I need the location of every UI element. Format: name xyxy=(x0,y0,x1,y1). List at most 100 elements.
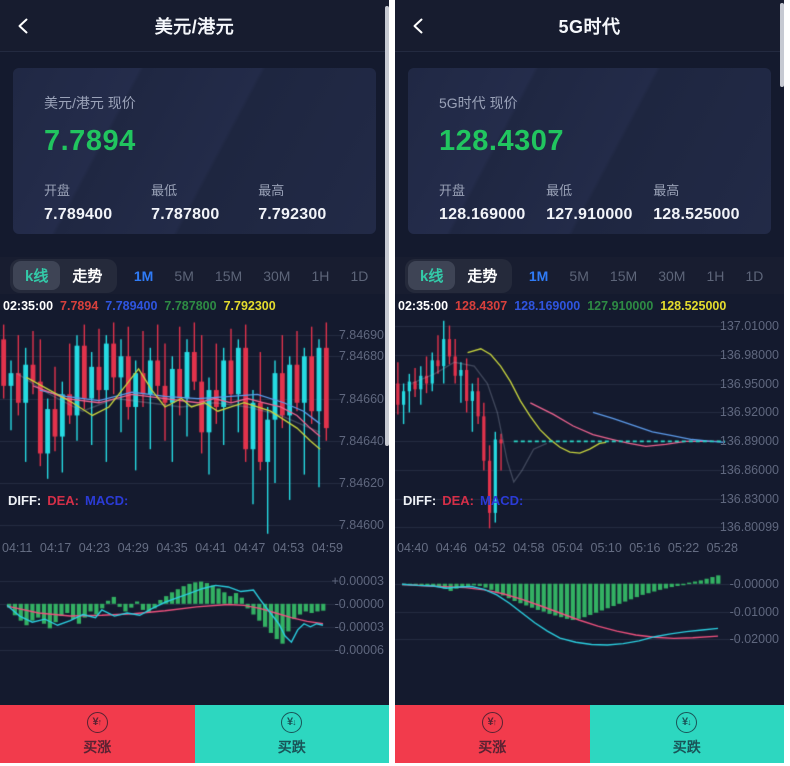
chart-high: 128.525000 xyxy=(660,299,727,313)
ohl-stats: 开盘 128.169000 最低 127.910000 最高 128.52500… xyxy=(439,180,745,224)
high-value: 128.525000 xyxy=(653,206,740,223)
x-axis-tick: 05:04 xyxy=(551,541,584,555)
current-price: 7.7894 xyxy=(44,125,136,157)
ohl-stats: 开盘 7.789400 最低 7.787800 最高 7.792300 xyxy=(44,180,350,224)
high-stat: 最高 128.525000 xyxy=(653,180,745,224)
y-axis-label: 7.84640 xyxy=(338,433,384,448)
yen-up-icon: ¥ ↑ xyxy=(86,711,108,733)
candlestick-chart: DIFF: DEA: MACD: 137.01000 136.98000 136.9… xyxy=(395,314,784,538)
low-stat: 最低 7.787800 xyxy=(151,180,258,224)
chart-mode-toggle: k线 走势 xyxy=(10,258,118,293)
current-price: 128.4307 xyxy=(439,125,564,157)
timeframe-tab[interactable]: 15M xyxy=(214,267,243,284)
macd-chart-canvas[interactable] xyxy=(0,567,389,659)
timeframe-tab[interactable]: 1D xyxy=(745,267,764,284)
timeframe-tab[interactable]: 1H xyxy=(311,267,330,284)
chart-open: 7.789400 xyxy=(105,299,158,313)
x-axis-tick: 05:28 xyxy=(706,541,738,555)
open-label: 开盘 xyxy=(439,183,466,198)
buy-up-label: 买涨 xyxy=(83,738,112,755)
timeframe-tab[interactable]: 30M xyxy=(263,267,291,284)
y-axis-label: -0.02000 xyxy=(729,632,779,647)
timeframe-tab[interactable]: 1M xyxy=(528,267,549,284)
chart-info-line: 02:35:00 128.4307 128.169000 127.910000 … xyxy=(395,294,784,314)
low-stat: 最低 127.910000 xyxy=(546,180,653,224)
y-axis-label: 7.84600 xyxy=(338,518,384,533)
chart-time: 02:35:00 xyxy=(398,299,449,313)
buy-down-button[interactable]: ¥ ↓ 买跌 xyxy=(589,705,784,763)
open-stat: 开盘 7.789400 xyxy=(44,180,151,224)
y-axis-label: 137.01000 xyxy=(719,318,779,333)
chart-mode-toggle: k线 走势 xyxy=(405,258,513,293)
timeframe-tab[interactable]: 15M xyxy=(609,267,638,284)
trade-actions: ¥ ↑ 买涨 ¥ ↓ 买跌 xyxy=(0,705,389,763)
buy-down-label: 买跌 xyxy=(277,738,306,755)
y-axis-label: -0.00006 xyxy=(334,642,384,657)
chart-low: 127.910000 xyxy=(587,299,654,313)
timeframe-tab[interactable]: 5M xyxy=(569,267,589,284)
timeframe-tab[interactable]: 1D xyxy=(350,267,369,284)
timeframe-tab[interactable]: 5M xyxy=(174,267,194,284)
candlestick-chart-canvas[interactable] xyxy=(395,314,784,538)
tab-kline[interactable]: k线 xyxy=(408,261,456,290)
timeframe-tabs: 1M 5M 15M 30M 1H 1D xyxy=(123,268,379,284)
yen-up-icon: ¥ ↑ xyxy=(481,711,503,733)
macd-chart-canvas[interactable] xyxy=(395,567,784,659)
yen-down-icon: ¥ ↓ xyxy=(281,711,303,733)
tab-trend[interactable]: 走势 xyxy=(72,268,103,285)
open-label: 开盘 xyxy=(44,183,71,198)
x-axis-labels: 04:11 04:17 04:23 04:29 04:35 04:41 04:47 04:53… xyxy=(0,538,343,559)
open-value: 7.789400 xyxy=(44,206,113,223)
buy-up-button[interactable]: ¥ ↑ 买涨 xyxy=(0,705,195,763)
diff-label: DIFF: xyxy=(8,493,42,508)
header: 美元/港元 xyxy=(0,0,389,52)
y-axis-label: 136.86000 xyxy=(719,463,779,478)
high-value: 7.792300 xyxy=(258,206,327,223)
scrollbar-thumb[interactable] xyxy=(385,6,389,446)
chart-price: 128.4307 xyxy=(455,299,508,313)
buy-up-button[interactable]: ¥ ↑ 买涨 xyxy=(395,705,590,763)
instrument-name-label: 美元/港元 现价 xyxy=(44,95,136,111)
low-label: 最低 xyxy=(546,183,573,198)
chart-price: 7.7894 xyxy=(60,299,99,313)
x-axis-tick: 05:22 xyxy=(667,541,700,555)
low-label: 最低 xyxy=(151,183,178,198)
x-axis-tick: 05:16 xyxy=(629,541,661,555)
chevron-left-icon xyxy=(18,18,28,34)
header: 5G时代 xyxy=(395,0,784,52)
candlestick-chart-canvas[interactable] xyxy=(0,314,389,538)
buy-up-label: 买涨 xyxy=(478,738,507,755)
back-button[interactable] xyxy=(12,14,36,38)
x-axis-tick: 05:10 xyxy=(590,541,622,555)
x-axis-tick: 04:53 xyxy=(272,541,305,555)
back-button[interactable] xyxy=(407,14,431,38)
y-axis-label: 136.83000 xyxy=(719,492,779,507)
x-axis-tick: 04:47 xyxy=(234,541,266,555)
price-summary-card: 美元/港元 现价 7.7894 开盘 7.789400 最低 7.787800 … xyxy=(13,68,376,234)
open-stat: 开盘 128.169000 xyxy=(439,180,546,224)
tab-trend[interactable]: 走势 xyxy=(467,268,498,285)
tab-kline[interactable]: k线 xyxy=(13,261,61,290)
x-axis-tick: 04:58 xyxy=(513,541,545,555)
timeframe-tabs: 1M 5M 15M 30M 1H 1D xyxy=(518,268,774,284)
timeframe-tab[interactable]: 30M xyxy=(658,267,686,284)
price-summary-card: 5G时代 现价 128.4307 开盘 128.169000 最低 127.91… xyxy=(408,68,771,234)
scrollbar-thumb[interactable] xyxy=(780,3,784,87)
buy-down-label: 买跌 xyxy=(672,738,701,755)
y-axis-label: 136.92000 xyxy=(719,405,779,420)
chart-time: 02:35:00 xyxy=(3,299,54,313)
x-axis-tick: 04:29 xyxy=(117,541,149,555)
macd-legend: DIFF: DEA: MACD: xyxy=(403,493,523,508)
timeframe-tab[interactable]: 1H xyxy=(706,267,725,284)
y-axis-label: 136.89000 xyxy=(719,434,779,449)
buy-down-button[interactable]: ¥ ↓ 买跌 xyxy=(194,705,389,763)
low-value: 127.910000 xyxy=(546,206,633,223)
macd-legend: DIFF: DEA: MACD: xyxy=(8,493,128,508)
y-axis-label: 7.84680 xyxy=(338,349,384,364)
x-axis-tick: 04:40 xyxy=(397,541,429,555)
timeframe-tab[interactable]: 1M xyxy=(133,267,154,284)
chart-low: 7.787800 xyxy=(164,299,217,313)
macd-label: MACD: xyxy=(85,493,129,508)
y-axis-label: +0.00003 xyxy=(331,573,384,588)
page-title: 5G时代 xyxy=(558,16,621,37)
